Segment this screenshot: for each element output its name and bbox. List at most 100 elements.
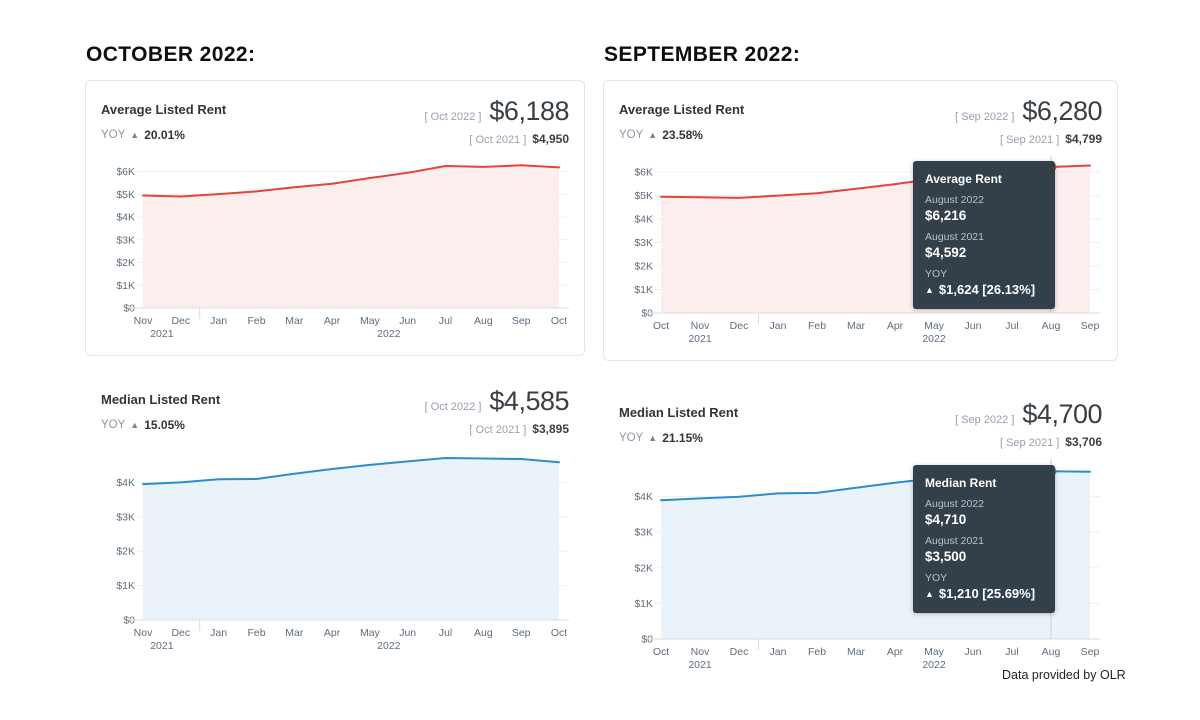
current-value: $4,585 — [489, 386, 569, 416]
yoy-value: 21.15% — [662, 431, 703, 445]
svg-text:2022: 2022 — [922, 659, 946, 671]
up-triangle-icon: ▲ — [925, 284, 934, 295]
median-rent-chart-october[interactable]: $0 $1K $2K $3K $4K Nov Dec Jan Feb Mar Apr May Jun Ju… — [101, 440, 569, 663]
svg-text:Mar: Mar — [847, 320, 866, 332]
svg-text:$1K: $1K — [634, 598, 653, 610]
svg-text:Sep: Sep — [1081, 320, 1100, 332]
current-stat: [ Oct 2022 ] $6,188 — [425, 96, 570, 127]
svg-text:Jun: Jun — [965, 320, 982, 332]
svg-text:Nov: Nov — [691, 320, 710, 332]
prior-value: $4,950 — [532, 132, 569, 146]
up-triangle-icon: ▲ — [648, 130, 658, 140]
tooltip-row-label: August 2022 — [925, 498, 984, 511]
svg-text:$4K: $4K — [634, 214, 653, 226]
current-stat: [ Oct 2022 ] $4,585 — [424, 386, 570, 417]
svg-text:$2K: $2K — [116, 546, 135, 558]
svg-text:Jun: Jun — [399, 315, 416, 327]
svg-text:Aug: Aug — [474, 627, 493, 639]
svg-text:Dec: Dec — [171, 627, 190, 639]
svg-text:Feb: Feb — [247, 627, 265, 639]
svg-text:Apr: Apr — [887, 320, 904, 332]
svg-text:$2K: $2K — [634, 261, 653, 273]
up-triangle-icon: ▲ — [130, 130, 140, 140]
yoy-row: YOY ▲ 15.05% — [101, 418, 220, 432]
svg-text:$5K: $5K — [116, 189, 135, 201]
up-triangle-icon: ▲ — [130, 420, 140, 430]
yoy-value: 15.05% — [144, 418, 185, 432]
prior-period-label: [ Sep 2021 ] — [999, 134, 1060, 146]
card-header: Average Listed Rent YOY ▲ 20.01% [ Oct 2… — [101, 96, 569, 146]
prior-value: $3,706 — [1065, 435, 1102, 449]
svg-text:$2K: $2K — [634, 562, 653, 574]
heading-september: SEPTEMBER 2022: — [604, 43, 801, 66]
yoy-row: YOY ▲ 23.58% — [619, 128, 744, 142]
current-period-label: [ Oct 2022 ] — [424, 401, 482, 413]
tooltip-row-label: August 2021 — [925, 231, 984, 244]
svg-text:Feb: Feb — [808, 320, 826, 332]
svg-text:2021: 2021 — [150, 640, 174, 652]
tooltip-row-label: August 2022 — [925, 194, 984, 207]
card-header: Median Listed Rent YOY ▲ 15.05% [ Oct 20… — [101, 386, 569, 436]
median-rent-chart-september[interactable]: $0 $1K $2K $3K $4K Oct Nov Dec Jan Feb Mar Apr May Ju… — [619, 453, 1102, 682]
average-rent-chart-october[interactable]: $0 $1K $2K $3K $4K $5K $6K Nov Dec Jan Feb Mar Apr Ma… — [101, 150, 569, 351]
svg-text:$6K: $6K — [634, 167, 653, 179]
up-triangle-icon: ▲ — [648, 433, 658, 443]
up-triangle-icon: ▲ — [925, 588, 934, 599]
card-october-average: Average Listed Rent YOY ▲ 20.01% [ Oct 2… — [85, 80, 585, 356]
current-value: $6,188 — [489, 96, 569, 126]
svg-text:Feb: Feb — [808, 646, 826, 658]
svg-text:Mar: Mar — [847, 646, 866, 658]
svg-text:$4K: $4K — [116, 477, 135, 489]
svg-text:Dec: Dec — [730, 646, 749, 658]
svg-text:Oct: Oct — [551, 315, 567, 327]
svg-text:Nov: Nov — [134, 315, 153, 327]
svg-text:Apr: Apr — [324, 315, 341, 327]
yoy-label: YOY — [101, 419, 126, 431]
svg-text:$5K: $5K — [634, 190, 653, 202]
svg-text:Jan: Jan — [210, 315, 227, 327]
svg-text:Jul: Jul — [439, 627, 452, 639]
svg-text:Jul: Jul — [1005, 646, 1018, 658]
svg-text:Sep: Sep — [512, 627, 531, 639]
prior-stat: [ Sep 2021 ] $4,799 — [955, 132, 1102, 146]
prior-stat: [ Oct 2021 ] $4,950 — [425, 132, 569, 146]
yoy-value: 20.01% — [144, 128, 185, 142]
svg-text:May: May — [360, 627, 381, 639]
svg-text:$4K: $4K — [634, 491, 653, 503]
prior-period-label: [ Sep 2021 ] — [999, 437, 1060, 449]
chart-title: Median Listed Rent — [101, 392, 221, 407]
svg-text:Nov: Nov — [691, 646, 710, 658]
svg-text:$1K: $1K — [634, 284, 653, 296]
svg-text:$4K: $4K — [116, 212, 135, 224]
svg-text:Oct: Oct — [653, 646, 669, 658]
svg-text:Aug: Aug — [474, 315, 493, 327]
svg-text:Oct: Oct — [653, 320, 669, 332]
yoy-row: YOY ▲ 21.15% — [619, 431, 738, 445]
prior-stat: [ Oct 2021 ] $3,895 — [425, 422, 569, 436]
yoy-row: YOY ▲ 20.01% — [101, 128, 226, 142]
svg-text:Jun: Jun — [965, 646, 982, 658]
svg-text:Feb: Feb — [247, 315, 265, 327]
svg-text:$3K: $3K — [116, 511, 135, 523]
column-october: OCTOBER 2022: Average Listed Rent YOY ▲ … — [85, 42, 585, 668]
svg-text:$3K: $3K — [116, 234, 135, 246]
svg-text:$3K: $3K — [634, 237, 653, 249]
tooltip-row-value: $4,592 — [925, 245, 967, 261]
card-september-median: Median Listed Rent YOY ▲ 21.15% [ Sep 20… — [603, 383, 1118, 687]
tooltip-yoy-delta: ▲ $1,624 [26.13%] — [925, 282, 1036, 298]
tooltip-yoy-label: YOY — [925, 572, 948, 585]
average-rent-chart-september[interactable]: $0 $1K $2K $3K $4K $5K $6K Oct Nov Dec Jan Feb Mar Ap… — [619, 150, 1102, 356]
svg-text:Aug: Aug — [1042, 646, 1061, 658]
prior-stat: [ Sep 2021 ] $3,706 — [955, 435, 1102, 449]
current-value: $6,280 — [1022, 96, 1102, 126]
tooltip-row-value: $4,710 — [925, 512, 967, 528]
prior-value: $4,799 — [1065, 132, 1102, 146]
svg-text:Aug: Aug — [1042, 320, 1061, 332]
svg-text:$3K: $3K — [634, 527, 653, 539]
current-period-label: [ Sep 2022 ] — [955, 111, 1015, 123]
card-header: Average Listed Rent YOY ▲ 23.58% [ Sep 2… — [619, 96, 1102, 146]
svg-text:$1K: $1K — [116, 580, 135, 592]
current-period-label: [ Sep 2022 ] — [955, 414, 1015, 426]
